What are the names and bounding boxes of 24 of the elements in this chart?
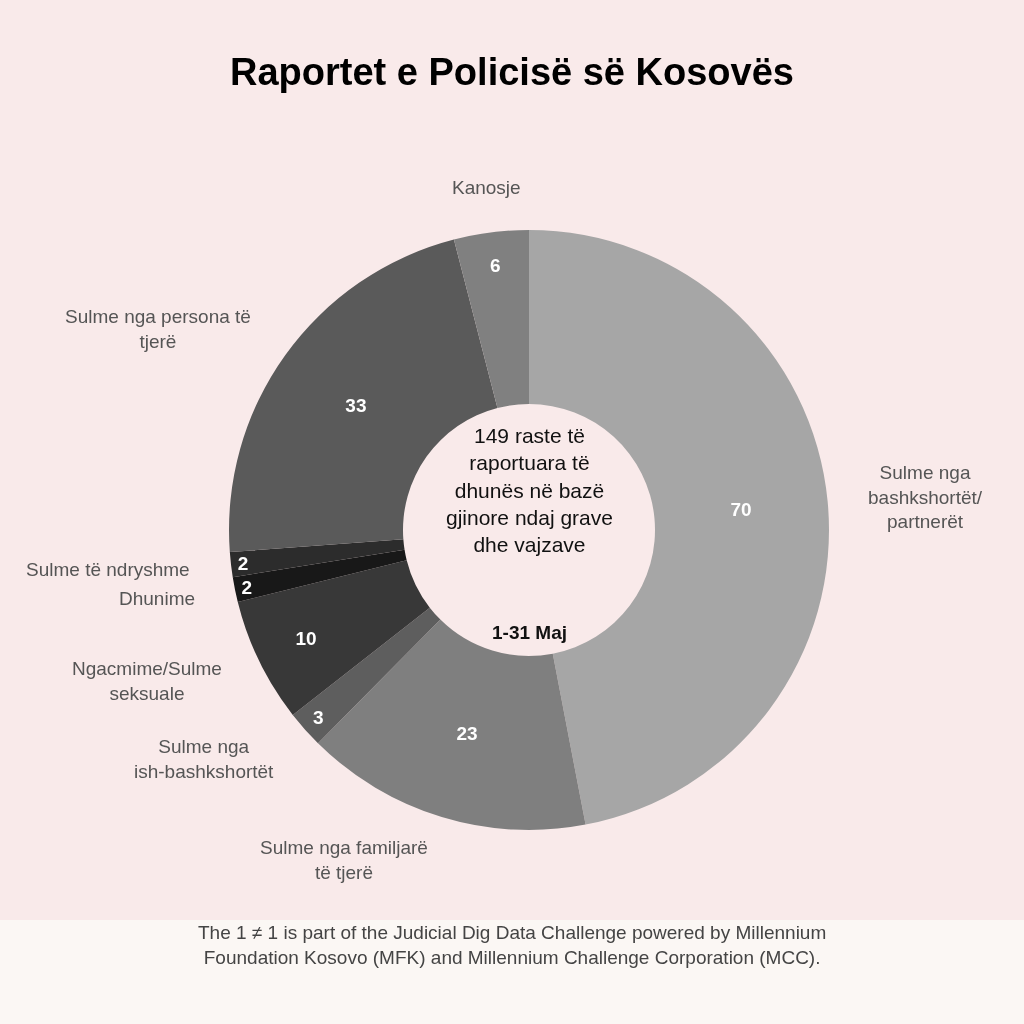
slice-label: Kanosje — [452, 177, 521, 198]
slice-label: Ngacmime/Sulme seksuale — [72, 658, 222, 704]
text: The 1 ≠ 1 is part of the Judicial Dig Data Challenge powered by Millennium Foundation Kosovo (MFK) and Millennium Challenge Corporation (MCC). — [198, 922, 827, 968]
data-label: 2 — [241, 576, 253, 598]
slice-label: Sulme nga bashkshortët/ partnerët — [868, 462, 983, 533]
data-label: 70 — [730, 499, 752, 521]
slice-label: Sulme të ndryshme — [26, 559, 190, 580]
donut-slice — [232, 549, 407, 603]
data-label: 6 — [490, 255, 501, 277]
data-label: 10 — [295, 628, 317, 650]
text: 149 raste të raportuara të dhunës në bazë gjinore ndaj grave dhe vajzave — [446, 424, 613, 557]
donut-slice — [453, 230, 529, 409]
slice-label: Sulme nga ish-bashkshortët — [134, 736, 275, 782]
donut-slice — [292, 607, 441, 744]
data-label: 33 — [345, 395, 367, 417]
data-label: 2 — [237, 552, 249, 574]
data-label: 3 — [312, 707, 324, 729]
slice-label: Sulme nga familjarë të tjerë — [260, 837, 428, 883]
data-label: 23 — [456, 723, 478, 745]
text: 1-31 Maj — [492, 622, 567, 643]
slice-label: Sulme nga persona të tjerë — [65, 306, 251, 352]
donut-slice — [229, 539, 405, 578]
chart-title: Raportet e Policisë së Kosovës — [230, 51, 794, 94]
slice-label: Dhunime — [119, 588, 196, 609]
